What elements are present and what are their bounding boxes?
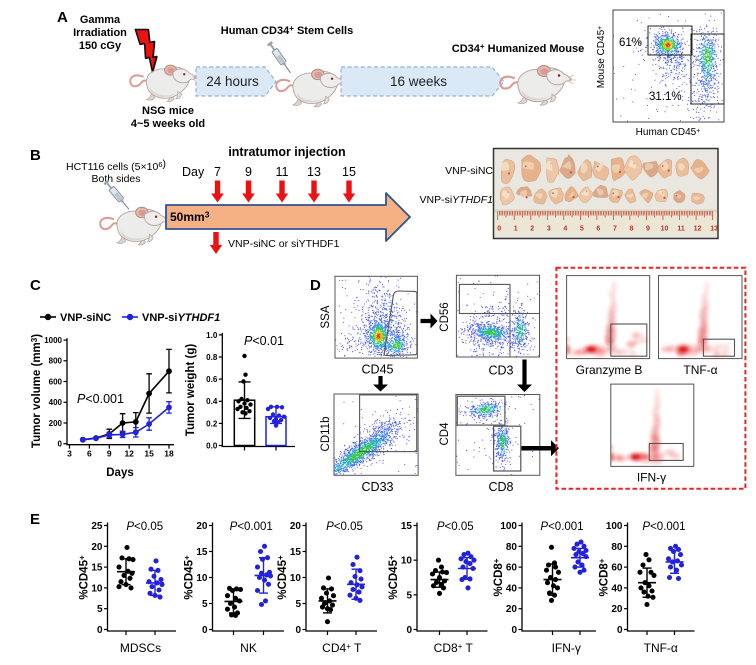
svg-text:600: 600	[49, 377, 63, 386]
svg-text:VNP-siNC or siYTHDF1: VNP-siNC or siYTHDF1	[228, 238, 340, 250]
svg-text:NSG mice: NSG mice	[142, 105, 194, 117]
svg-text:intratumor injection: intratumor injection	[228, 145, 345, 159]
svg-text:Mouse CD45+: Mouse CD45+	[596, 26, 607, 88]
svg-text:3: 3	[547, 226, 551, 233]
svg-text:0.6: 0.6	[206, 375, 218, 384]
svg-text:0.4: 0.4	[206, 397, 218, 406]
svg-text:15: 15	[144, 449, 154, 459]
svg-text:11: 11	[276, 165, 289, 179]
svg-text:Tumor volume (mm3): Tumor volume (mm3)	[30, 334, 43, 448]
svg-text:Human CD45+: Human CD45+	[636, 127, 701, 138]
svg-text:P<0.001: P<0.001	[77, 392, 124, 406]
svg-text:200: 200	[49, 419, 63, 428]
svg-text:CD3: CD3	[488, 364, 513, 378]
svg-text:CD34+ Humanized Mouse: CD34+ Humanized Mouse	[452, 42, 584, 55]
svg-text:5: 5	[580, 226, 584, 233]
svg-text:HCT116 cells (5×106): HCT116 cells (5×106)	[66, 158, 166, 173]
svg-text:1: 1	[514, 226, 518, 233]
svg-text:A: A	[57, 9, 68, 26]
svg-text:B: B	[30, 147, 41, 164]
svg-text:12: 12	[124, 449, 134, 459]
svg-text:Both sides: Both sides	[91, 173, 140, 185]
svg-text:10: 10	[661, 226, 669, 233]
svg-text:4~5 weeks old: 4~5 weeks old	[131, 118, 205, 130]
svg-text:6: 6	[596, 226, 600, 233]
svg-text:61%: 61%	[619, 37, 642, 49]
svg-text:VNP-siNC: VNP-siNC	[445, 165, 493, 177]
svg-text:0: 0	[58, 440, 63, 449]
svg-text:50mm3: 50mm3	[170, 210, 210, 225]
svg-text:6: 6	[87, 449, 92, 459]
svg-text:1.0: 1.0	[206, 331, 218, 340]
svg-text:VNP-siYTHDF1: VNP-siYTHDF1	[142, 312, 220, 324]
svg-text:31.1%: 31.1%	[649, 91, 682, 103]
svg-text:VNP-siYTHDF1: VNP-siYTHDF1	[419, 194, 493, 206]
svg-text:400: 400	[49, 398, 63, 407]
svg-text:15: 15	[342, 165, 356, 179]
svg-text:24 hours: 24 hours	[206, 74, 259, 89]
svg-text:0: 0	[497, 226, 501, 233]
svg-text:0.0: 0.0	[206, 441, 218, 450]
svg-text:P<0.01: P<0.01	[244, 334, 284, 348]
svg-text:13: 13	[710, 226, 718, 233]
svg-text:SSA: SSA	[320, 305, 332, 328]
svg-text:2: 2	[530, 226, 534, 233]
svg-text:11: 11	[677, 226, 685, 233]
svg-text:Gamma: Gamma	[80, 14, 121, 26]
svg-text:800: 800	[49, 357, 63, 366]
svg-text:12: 12	[694, 226, 702, 233]
svg-text:1000: 1000	[44, 336, 62, 345]
svg-text:150 cGy: 150 cGy	[79, 40, 122, 52]
svg-text:16 weeks: 16 weeks	[390, 74, 447, 89]
svg-text:Human CD34+ Stem Cells: Human CD34+ Stem Cells	[221, 24, 353, 37]
svg-text:Tumor weight (g): Tumor weight (g)	[185, 344, 197, 437]
svg-text:D: D	[310, 277, 321, 294]
svg-text:CD56: CD56	[439, 302, 451, 331]
svg-text:8: 8	[629, 226, 633, 233]
svg-text:VNP-siNC: VNP-siNC	[60, 312, 111, 324]
svg-text:Days: Days	[106, 467, 134, 479]
svg-text:7: 7	[214, 165, 221, 179]
svg-text:7: 7	[613, 226, 617, 233]
svg-text:3: 3	[67, 449, 72, 459]
svg-text:Day: Day	[182, 165, 205, 179]
svg-text:13: 13	[307, 165, 321, 179]
svg-text:9: 9	[245, 165, 252, 179]
svg-text:18: 18	[164, 449, 174, 459]
svg-text:9: 9	[646, 226, 650, 233]
svg-text:0.2: 0.2	[206, 419, 218, 428]
svg-text:9: 9	[107, 449, 112, 459]
svg-text:C: C	[30, 277, 41, 294]
svg-text:0.8: 0.8	[206, 353, 218, 362]
svg-text:CD45: CD45	[362, 363, 394, 377]
svg-text:Irradiation: Irradiation	[73, 27, 127, 39]
svg-text:4: 4	[563, 226, 567, 233]
